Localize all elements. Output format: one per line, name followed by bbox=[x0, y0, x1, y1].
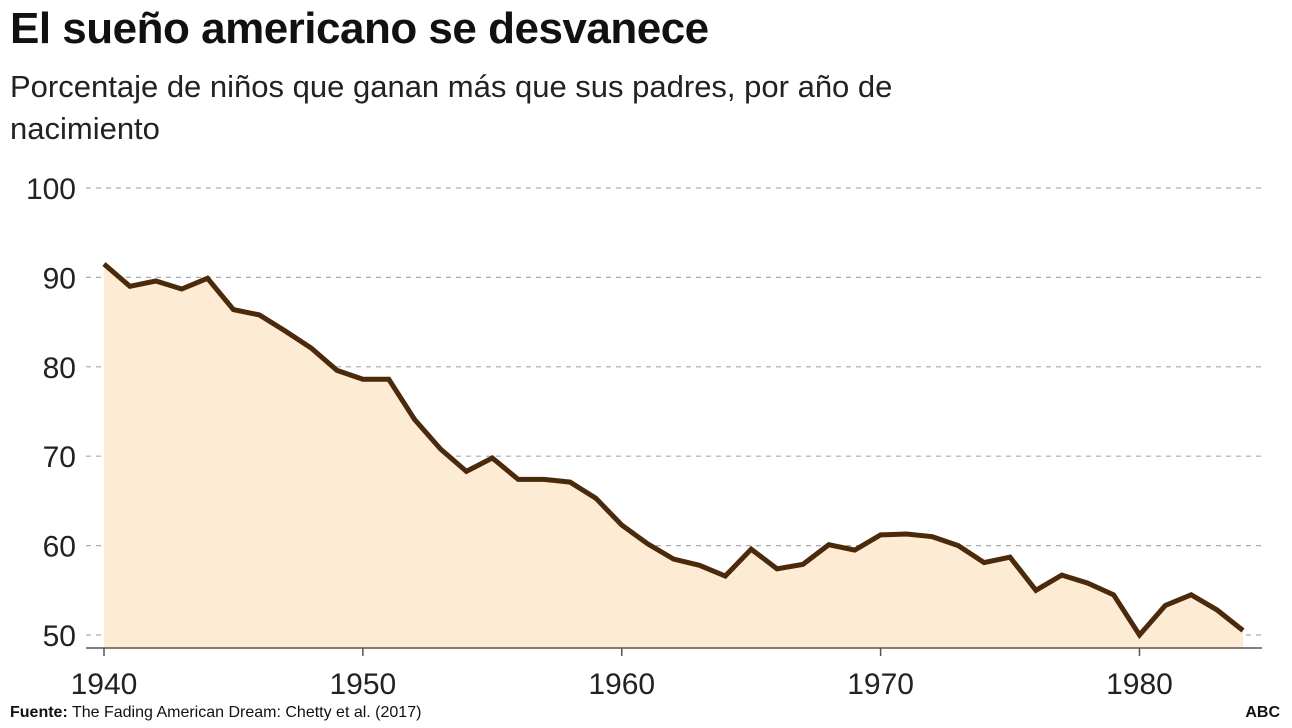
y-tick-label: 100 bbox=[26, 173, 76, 206]
chart-subtitle: Porcentaje de niños que ganan más que su… bbox=[10, 69, 893, 146]
x-tick-label: 1950 bbox=[329, 668, 396, 701]
brand-logo-text: ABC bbox=[1245, 704, 1280, 721]
y-tick-label: 80 bbox=[43, 352, 76, 385]
series-line bbox=[102, 262, 1245, 640]
chart-title: El sueño americano se desvanece bbox=[10, 4, 709, 53]
source-note: Fuente: The Fading American Dream: Chett… bbox=[10, 704, 421, 722]
area-fill bbox=[104, 264, 1243, 648]
x-tick-label: 1980 bbox=[1106, 668, 1173, 701]
source-text: The Fading American Dream: Chetty et al.… bbox=[71, 704, 422, 721]
y-tick-label: 60 bbox=[43, 531, 76, 564]
x-axis-ticks: 1940 1950 1960 1970 1980 bbox=[71, 648, 1173, 701]
y-tick-label: 70 bbox=[43, 441, 76, 474]
y-axis-ticks: 100 90 80 70 60 50 bbox=[26, 173, 76, 653]
y-tick-label: 90 bbox=[43, 262, 76, 295]
x-tick-label: 1960 bbox=[588, 668, 655, 701]
x-tick-label: 1970 bbox=[847, 668, 914, 701]
y-tick-label: 50 bbox=[43, 620, 76, 653]
source-label: Fuente: bbox=[10, 704, 68, 721]
x-tick-label: 1940 bbox=[71, 668, 138, 701]
